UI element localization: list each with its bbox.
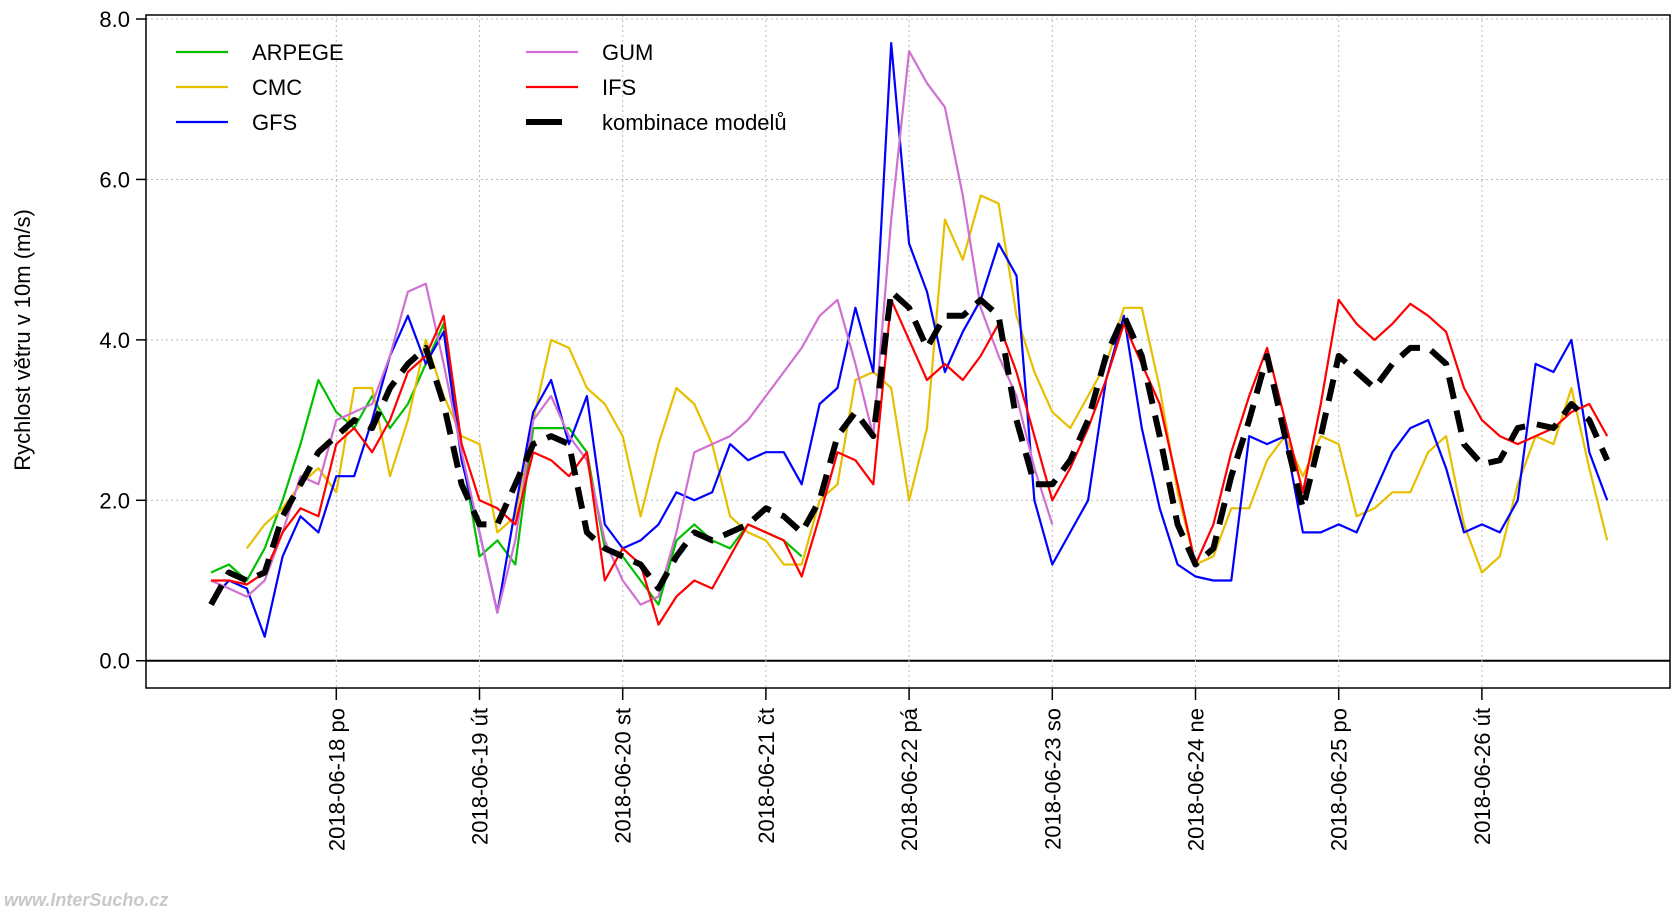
series-line	[210, 50, 1054, 614]
watermark: www.InterSucho.cz	[4, 890, 168, 910]
legend-label: CMC	[252, 75, 302, 100]
legend-label: kombinace modelů	[602, 110, 787, 135]
legend-label: ARPEGE	[252, 40, 344, 65]
plot-frame	[145, 14, 1671, 689]
series-line	[208, 288, 1610, 607]
legend-label: IFS	[602, 75, 636, 100]
series-line	[211, 298, 1609, 626]
x-tick-label: 2018-06-20 st	[611, 708, 636, 844]
legend-label: GFS	[252, 110, 297, 135]
x-tick-label: 2018-06-26 út	[1470, 708, 1495, 845]
series-line	[210, 322, 803, 606]
y-axis-label: Rychlost větru v 10m (m/s)	[10, 209, 35, 471]
y-tick-label: 0.0	[99, 649, 130, 674]
x-tick-label: 2018-06-25 po	[1327, 708, 1352, 851]
series-line	[210, 42, 1609, 638]
x-tick-label: 2018-06-19 út	[468, 708, 493, 845]
x-tick-label: 2018-06-21 čt	[754, 708, 779, 844]
y-tick-label: 2.0	[99, 488, 130, 513]
x-tick-label: 2018-06-18 po	[324, 708, 349, 851]
y-tick-label: 4.0	[99, 328, 130, 353]
series-line	[245, 194, 1609, 574]
x-tick-label: 2018-06-24 ne	[1184, 708, 1209, 851]
x-tick-label: 2018-06-23 so	[1040, 708, 1065, 850]
x-tick-label: 2018-06-22 pá	[897, 707, 922, 851]
y-tick-label: 6.0	[99, 167, 130, 192]
y-tick-label: 8.0	[99, 7, 130, 32]
legend-label: GUM	[602, 40, 653, 65]
